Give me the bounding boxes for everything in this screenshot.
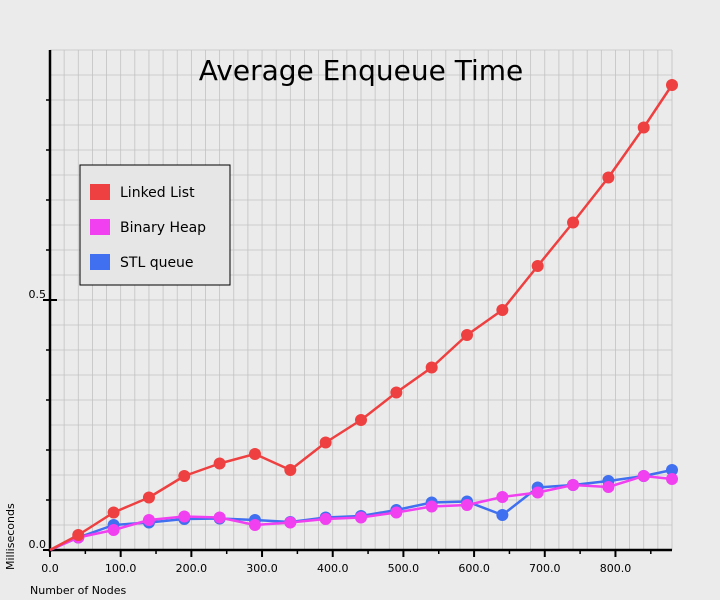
data-point-binary-heap	[461, 499, 474, 511]
data-point-linked-list	[107, 506, 120, 519]
data-point-binary-heap	[425, 500, 438, 513]
data-point-binary-heap	[178, 510, 191, 523]
data-point-binary-heap	[355, 511, 367, 524]
data-point-binary-heap	[142, 514, 155, 526]
data-point-stl-queue	[496, 509, 509, 521]
data-point-binary-heap	[496, 491, 509, 503]
data-point-binary-heap	[637, 470, 650, 482]
ticks: 0.0 100.0 200.0 300.0 400.0 500.0 600.0 700.0 80…	[29, 99, 652, 575]
data-point-linked-list	[496, 304, 509, 316]
data-point-linked-list	[425, 361, 438, 374]
y-tick-label: 0.0	[29, 538, 47, 551]
legend-label: Linked List	[120, 185, 195, 201]
y-axis-title: Milliseconds	[4, 503, 17, 570]
x-tick-label: 200.0	[176, 562, 208, 575]
y-tick-label: 0.5	[29, 288, 47, 301]
data-point-binary-heap	[319, 513, 332, 525]
series-layer	[49, 79, 678, 552]
data-point-linked-list	[142, 491, 155, 504]
data-point-linked-list	[390, 386, 403, 399]
data-point-linked-list	[284, 464, 297, 476]
data-point-binary-heap	[284, 516, 297, 529]
data-point-binary-heap	[666, 473, 678, 485]
x-tick-label: 700.0	[529, 562, 561, 575]
data-point-binary-heap	[602, 481, 615, 493]
legend: Linked List Binary Heap STL queue	[79, 164, 231, 286]
x-tick-label: 0.0	[41, 562, 59, 575]
data-point-linked-list	[319, 436, 332, 449]
x-tick-label: 500.0	[388, 562, 420, 575]
legend-label: Binary Heap	[120, 220, 206, 236]
data-point-binary-heap	[531, 486, 544, 499]
data-point-binary-heap	[567, 479, 580, 491]
data-point-binary-heap	[107, 524, 120, 536]
data-point-linked-list	[531, 260, 544, 272]
legend-items: Linked List Binary Heap STL queue	[90, 184, 206, 271]
data-point-linked-list	[666, 79, 678, 91]
data-point-linked-list	[248, 448, 261, 460]
x-axis-title: Number of Nodes	[30, 584, 126, 597]
data-point-linked-list	[637, 121, 650, 134]
data-point-linked-list	[213, 457, 226, 470]
data-point-stl-queue	[666, 464, 678, 476]
data-point-linked-list	[602, 171, 615, 184]
x-tick-label: 600.0	[458, 562, 490, 575]
x-tick-label: 300.0	[246, 562, 278, 575]
x-tick-label: 400.0	[317, 562, 349, 575]
grid	[50, 49, 673, 550]
series-linked-list	[49, 79, 678, 552]
data-point-linked-list	[355, 414, 367, 426]
data-point-linked-list	[461, 329, 474, 341]
legend-swatch	[90, 219, 110, 235]
chart-title: Average Enqueue Time	[199, 54, 523, 87]
legend-label: STL queue	[120, 255, 194, 271]
x-tick-label: 800.0	[600, 562, 632, 575]
legend-swatch	[90, 254, 110, 270]
data-point-binary-heap	[248, 519, 261, 531]
data-point-linked-list	[567, 216, 580, 229]
data-point-linked-list	[178, 470, 191, 482]
data-point-binary-heap	[213, 511, 226, 524]
legend-swatch	[90, 184, 110, 200]
x-tick-label: 100.0	[105, 562, 137, 575]
data-point-linked-list	[72, 529, 85, 541]
data-point-binary-heap	[390, 506, 403, 519]
